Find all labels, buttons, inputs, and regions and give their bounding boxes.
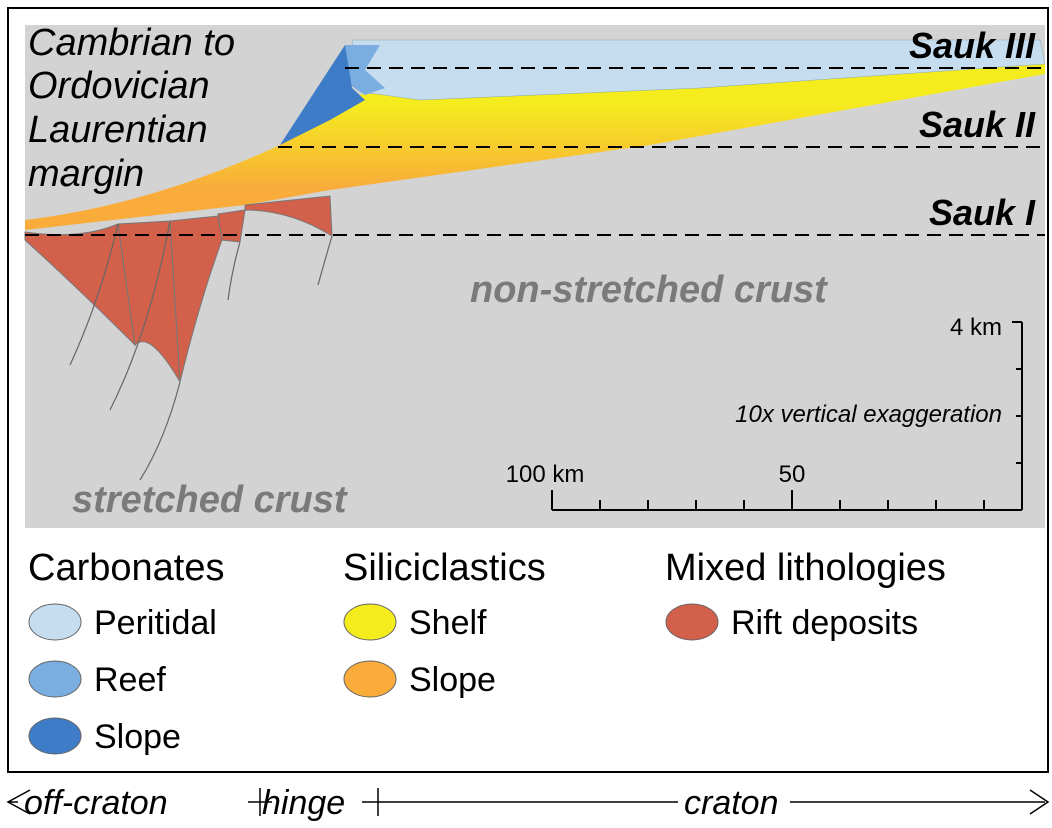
sequence-label: Sauk II (919, 104, 1036, 145)
legend-heading: Siliciclastics (343, 547, 546, 589)
legend-swatch (29, 661, 81, 697)
legend-label: Shelf (409, 604, 487, 642)
title-line: Ordovician (28, 65, 210, 107)
zone-label: hinge (262, 784, 345, 822)
legend-swatch (666, 604, 718, 640)
title-line: Cambrian to (28, 22, 235, 64)
legend-heading: Carbonates (28, 547, 224, 589)
title-line: margin (28, 153, 144, 195)
title-line: Laurentian (28, 109, 208, 151)
crust-label: non-stretched crust (470, 269, 828, 311)
legend-swatch (29, 718, 81, 754)
sequence-label: Sauk I (929, 192, 1036, 233)
legend-label: Rift deposits (731, 604, 918, 642)
zone-label: craton (684, 784, 779, 822)
legend-label: Reef (94, 661, 166, 699)
legend-swatch (29, 604, 81, 640)
legend-swatch (344, 661, 396, 697)
sequence-label: Sauk III (909, 25, 1036, 66)
scale-label: 50 (779, 461, 806, 488)
legend-heading: Mixed lithologies (665, 547, 946, 589)
legend-label: Slope (94, 718, 181, 756)
scale-label: 10x vertical exaggeration (735, 401, 1002, 428)
diagram: Cambrian to Ordovician Laurentian margin… (0, 0, 1052, 823)
scale-label: 4 km (950, 314, 1002, 341)
scale-label: 100 km (506, 461, 585, 488)
legend-label: Peritidal (94, 604, 217, 642)
crust-label: stretched crust (72, 479, 348, 521)
legend-swatch (344, 604, 396, 640)
legend-label: Slope (409, 661, 496, 699)
zone-label: off-craton (24, 784, 168, 822)
